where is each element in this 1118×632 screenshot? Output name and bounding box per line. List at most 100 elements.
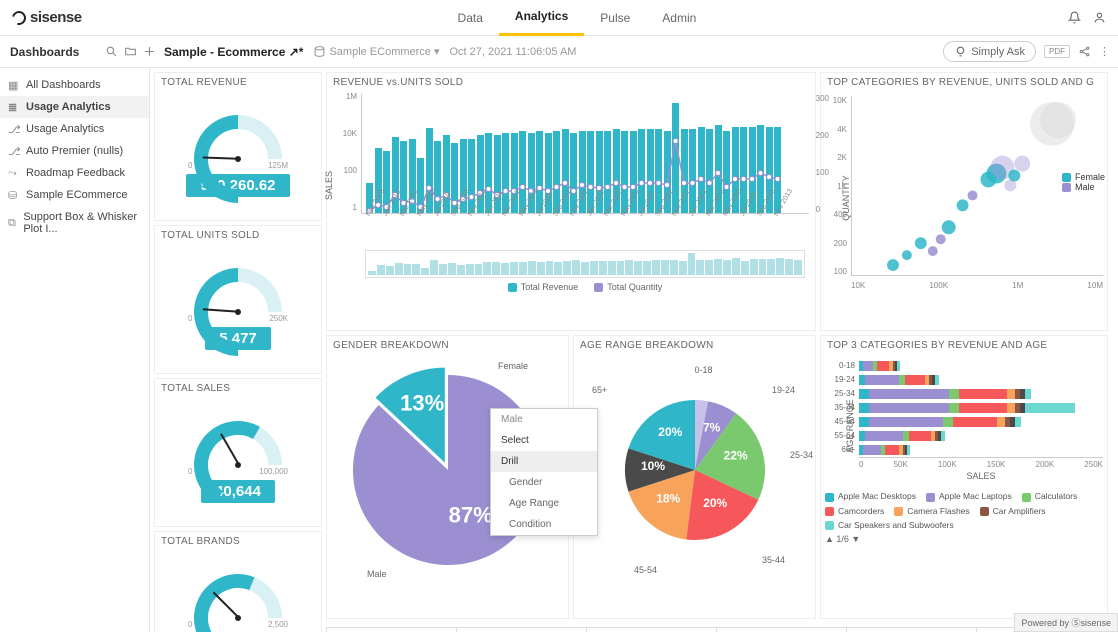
sidebar-label: Sample ECommerce: [26, 189, 127, 201]
dashboard-title[interactable]: Sample - Ecommerce ↗*: [164, 45, 303, 59]
widget-title: TOTAL UNITS SOLD: [155, 226, 321, 245]
stacked-bars[interactable]: AGE RANGE 0-1819-2425-3435-4445-5455-646…: [821, 355, 1107, 487]
stack-xticks: 050K100K150K200K250K: [859, 457, 1103, 469]
top-bar: sisense DataAnalyticsPulseAdmin: [0, 0, 1118, 36]
scatter-point[interactable]: [968, 190, 978, 200]
ctx-item[interactable]: Select: [491, 430, 597, 451]
widget-title: TOTAL REVENUE: [155, 73, 321, 92]
sidebar-label: All Dashboards: [26, 79, 101, 91]
sidebar-item[interactable]: ⛁ Sample ECommerce: [0, 184, 149, 206]
sidebar-label: Usage Analytics: [26, 123, 104, 135]
top3-widget: TOP 3 CATEGORIES BY REVENUE AND AGE AGE …: [820, 335, 1108, 618]
nav-data[interactable]: Data: [442, 0, 499, 36]
svg-text:18%: 18%: [656, 492, 680, 506]
ctx-subitem[interactable]: Gender: [491, 472, 597, 493]
sidebar-item[interactable]: ⧉Support Box & Whisker Plot I...: [0, 206, 149, 240]
user-icon[interactable]: [1093, 11, 1106, 24]
sidebar: ▦ All Dashboards ≣Usage Analytics⎇Usage An…: [0, 68, 150, 632]
svg-text:20%: 20%: [658, 425, 682, 439]
sidebar-item[interactable]: ⎇Usage Analytics: [0, 118, 149, 140]
search-icon[interactable]: [105, 45, 118, 58]
gauge[interactable]: 0250K5,477: [155, 245, 321, 373]
folder-icon[interactable]: [124, 45, 137, 58]
bell-icon[interactable]: [1068, 11, 1081, 24]
stack-row[interactable]: 65+: [859, 443, 1103, 456]
pie-label: 19-24: [772, 385, 795, 395]
stack-row[interactable]: 19-24: [859, 373, 1103, 386]
sidebar-item[interactable]: ⎇Auto Premier (nulls): [0, 140, 149, 162]
share-icon[interactable]: [1078, 45, 1091, 58]
stack-row[interactable]: 35-44: [859, 401, 1103, 414]
gauge[interactable]: 0125M930,260.62: [155, 92, 321, 220]
road-icon: ⤳: [8, 167, 20, 179]
stack-row[interactable]: 25-34: [859, 387, 1103, 400]
sidebar-label: Usage Analytics: [26, 101, 111, 113]
x-ticks: Nov 2009Jan 2010Mar 2010May 2010Jul 2010…: [365, 214, 809, 244]
dashboard-grid: TOTAL REVENUE0125M930,260.62 TOTAL UNITS …: [154, 72, 1114, 632]
ctx-header: Male: [491, 409, 597, 430]
scatter-point[interactable]: [1040, 102, 1076, 138]
simply-ask-button[interactable]: Simply Ask: [943, 41, 1036, 62]
sidebar-label: Roadmap Feedback: [26, 167, 125, 179]
chevron-down-icon[interactable]: ▾: [434, 45, 440, 58]
nav-pulse[interactable]: Pulse: [584, 0, 646, 36]
widget-title: TOP 3 CATEGORIES BY REVENUE AND AGE: [821, 336, 1107, 355]
subbar-mid: Sample - Ecommerce ↗* Sample ECommerce ▾…: [156, 45, 576, 59]
main: TOTAL REVENUE0125M930,260.62 TOTAL UNITS …: [150, 68, 1118, 632]
table-col-header[interactable]: Total Revenue: [847, 628, 977, 632]
grid-icon: ▦: [8, 79, 20, 91]
table-col-header[interactable]: Brand: [457, 628, 587, 632]
stack-row[interactable]: 0-18: [859, 359, 1103, 372]
dashboards-panel-header: Dashboards: [8, 45, 156, 59]
scatter-point[interactable]: [928, 246, 938, 256]
sidebar-label: Support Box & Whisker Plot I...: [23, 211, 141, 235]
powered-by-footer: Powered by Ⓢsisense: [1014, 613, 1118, 632]
scatter-point[interactable]: [915, 237, 927, 249]
dashboards-title: Dashboards: [10, 45, 79, 59]
pdf-button[interactable]: PDF: [1044, 45, 1070, 58]
scatter-point[interactable]: [942, 220, 956, 234]
ctx-subitem[interactable]: Condition: [491, 514, 597, 535]
table-header: CategoryBrandConditionCountryTotal Reven…: [326, 627, 1108, 632]
sidebar-item[interactable]: ⤳ Roadmap Feedback: [0, 162, 149, 184]
gauge-max: 125M: [268, 161, 288, 170]
sidebar-item[interactable]: ▦ All Dashboards: [0, 74, 149, 96]
widget-title: TOTAL SALES: [155, 379, 321, 398]
pager[interactable]: ▲ 1/6 ▼: [821, 534, 1107, 544]
svg-text:87%: 87%: [448, 503, 492, 528]
stack-row[interactable]: 45-54: [859, 415, 1103, 428]
context-menu: MaleSelectDrillGenderAge RangeCondition: [490, 408, 598, 536]
table-col-header[interactable]: Category: [327, 628, 457, 632]
datasource-name[interactable]: Sample ECommerce: [329, 46, 430, 58]
ctx-item[interactable]: Drill: [491, 451, 597, 472]
plus-icon[interactable]: [143, 45, 156, 58]
nav-analytics[interactable]: Analytics: [499, 0, 584, 36]
y-ticks-left: 1M10K1001: [335, 92, 357, 212]
logo-icon: [9, 8, 28, 27]
stack-row[interactable]: 55-64: [859, 429, 1103, 442]
more-icon[interactable]: ⋮: [1099, 45, 1110, 58]
scatter-point[interactable]: [1014, 156, 1030, 172]
gauge[interactable]: 02,500704: [155, 551, 321, 632]
brush-selector[interactable]: [365, 250, 805, 278]
gauge[interactable]: 0100,00040,644: [155, 398, 321, 526]
table-col-header[interactable]: Country: [717, 628, 847, 632]
scatter-point[interactable]: [887, 259, 899, 271]
scatter-area[interactable]: QUANTITY 10K4K2K1K400200100 10K100K1M10M…: [821, 92, 1107, 294]
scatter-point[interactable]: [902, 250, 912, 260]
datasource-icon[interactable]: [313, 45, 326, 58]
bar[interactable]: [672, 103, 679, 213]
nav-admin[interactable]: Admin: [646, 0, 712, 36]
top-nav: DataAnalyticsPulseAdmin: [442, 0, 713, 36]
gauge-widget: TOTAL REVENUE0125M930,260.62: [154, 72, 322, 221]
table-col-header[interactable]: Condition: [587, 628, 717, 632]
sidebar-item[interactable]: ≣Usage Analytics: [0, 96, 149, 118]
scatter-point[interactable]: [936, 234, 946, 244]
scatter-point[interactable]: [957, 199, 969, 211]
widget-title: AGE RANGE BREAKDOWN: [574, 336, 815, 355]
cart-icon: ⛁: [8, 189, 20, 201]
scatter-point[interactable]: [1008, 170, 1020, 182]
ctx-subitem[interactable]: Age Range: [491, 493, 597, 514]
age-pie[interactable]: 7%22%20%18%10%20%0-1819-2425-3435-4445-5…: [574, 355, 815, 585]
revenue-chart-area[interactable]: SALES 1M10K1001 3002001000 Nov 2009Jan 2…: [327, 92, 815, 298]
